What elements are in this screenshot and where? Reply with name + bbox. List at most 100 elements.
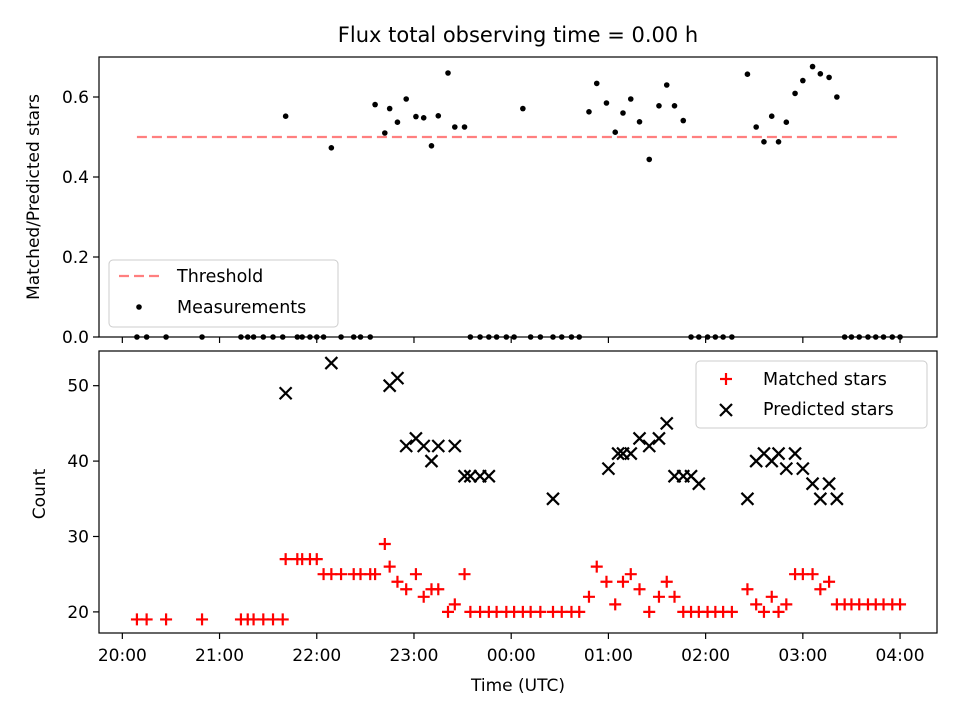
- matched-star-point: [780, 598, 793, 611]
- top-ytick-label: 0.0: [62, 328, 89, 348]
- measurement-point: [841, 334, 848, 340]
- matched-star-point: [582, 590, 595, 603]
- xtick-label: 02:00: [681, 646, 730, 666]
- matched-star-point: [741, 583, 754, 596]
- matched-star-point: [196, 613, 209, 626]
- measurement-point: [527, 334, 534, 340]
- measurement-point: [338, 334, 344, 340]
- matched-star-point: [417, 590, 430, 603]
- matched-star-point: [276, 613, 289, 626]
- matched-star-point: [448, 598, 461, 611]
- predicted-star-point: [779, 461, 794, 476]
- predicted-stars-series: [278, 356, 844, 506]
- predicted-star-point: [278, 386, 293, 401]
- measurement-point: [761, 139, 767, 145]
- top-axes-frame: [98, 56, 938, 338]
- measurement-point: [294, 334, 301, 340]
- predicted-star-point: [659, 416, 674, 431]
- measurement-point: [744, 71, 751, 77]
- measurement-point: [865, 334, 871, 340]
- matched-star-point: [600, 575, 613, 588]
- measurement-point: [671, 103, 678, 109]
- measurement-point: [768, 113, 775, 119]
- matched-star-point: [409, 568, 422, 581]
- matched-star-point: [369, 568, 382, 581]
- measurement-point: [511, 334, 517, 340]
- measurement-point: [537, 334, 544, 340]
- matched-star-point: [772, 605, 785, 618]
- predicted-star-point: [457, 469, 472, 483]
- measurement-point: [503, 334, 510, 340]
- chart-title: Flux total observing time = 0.00 h: [338, 23, 698, 47]
- matched-stars-series: [130, 538, 907, 626]
- matched-star-point: [140, 613, 153, 626]
- matched-star-point: [652, 590, 665, 603]
- measurement-point: [250, 334, 257, 340]
- xtick-label: 00:00: [487, 646, 536, 666]
- matched-star-point: [335, 568, 348, 581]
- measurement-point: [279, 334, 286, 340]
- measurement-point: [282, 113, 289, 119]
- measurement-point: [550, 334, 556, 340]
- legend-matched-label: Matched stars: [763, 370, 887, 390]
- predicted-star-point: [788, 446, 802, 461]
- predicted-star-point: [611, 446, 625, 461]
- top-ytick-label: 0.4: [62, 168, 89, 188]
- predicted-star-point: [652, 431, 666, 446]
- predicted-star-point: [642, 439, 657, 453]
- bottom-ytick-label: 20: [67, 603, 89, 623]
- measurement-point: [612, 129, 619, 135]
- predicted-star-point: [796, 461, 810, 476]
- measurement-point: [872, 334, 879, 340]
- measurement-point: [350, 334, 357, 340]
- legend-threshold-label: Threshold: [176, 267, 263, 287]
- measurement-point: [712, 334, 719, 340]
- measurement-point: [627, 96, 634, 102]
- measurement-point: [386, 105, 393, 112]
- xtick-label: 04:00: [876, 646, 925, 666]
- predicted-star-point: [623, 446, 638, 461]
- matched-star-point: [750, 598, 763, 611]
- measurement-point: [856, 334, 863, 340]
- measurement-point: [834, 94, 840, 100]
- measurement-point: [729, 334, 735, 340]
- matched-star-point: [534, 605, 547, 618]
- predicted-star-point: [390, 371, 405, 385]
- matched-star-point: [310, 553, 323, 566]
- predicted-star-point: [546, 492, 560, 506]
- predicted-star-point: [482, 469, 496, 483]
- measurement-point: [688, 334, 694, 340]
- bottom-legend-box: [695, 360, 928, 429]
- legend-predicted-swatch: [719, 403, 733, 417]
- measurement-point: [809, 63, 816, 70]
- xtick-label: 03:00: [778, 646, 827, 666]
- measurement-point: [307, 334, 313, 340]
- measurement-point: [696, 334, 702, 340]
- matched-star-point: [643, 605, 656, 618]
- matched-star-point: [400, 583, 413, 596]
- matched-star-point: [668, 590, 681, 603]
- measurement-point: [646, 156, 653, 163]
- matched-star-point: [432, 583, 445, 596]
- measurement-point: [238, 334, 244, 340]
- top-yticks: 0.0 0.2 0.4 0.6: [62, 88, 99, 348]
- measurement-point: [775, 139, 782, 145]
- measurement-point: [299, 334, 305, 340]
- measurement-point: [636, 119, 643, 125]
- measurement-point: [413, 113, 419, 120]
- predicted-star-point: [805, 476, 820, 491]
- measurement-point: [520, 105, 526, 112]
- predicted-star-point: [424, 454, 439, 468]
- matched-star-point: [609, 598, 622, 611]
- measurement-point: [593, 80, 600, 87]
- matched-star-point: [633, 583, 646, 596]
- measurement-point: [445, 70, 451, 76]
- measurement-point: [477, 334, 483, 340]
- matched-star-point: [814, 583, 827, 596]
- predicted-star-point: [324, 356, 339, 370]
- legend-measurements-swatch: [136, 304, 142, 310]
- measurement-point: [568, 334, 575, 340]
- predicted-star-point: [448, 439, 462, 453]
- predicted-star-point: [830, 492, 844, 506]
- top-axes: 0.0 0.2 0.4 0.6 Matched/Predicted stars Thr…: [24, 56, 938, 348]
